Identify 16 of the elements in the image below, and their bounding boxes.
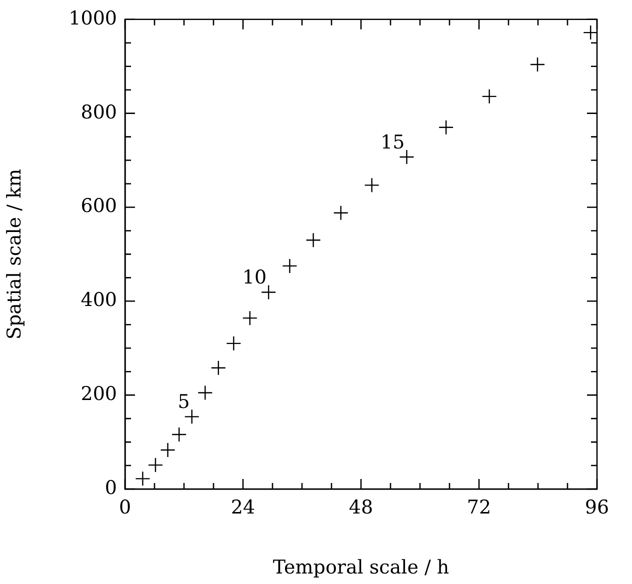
x-tick-label: 0 <box>118 496 132 518</box>
y-tick-label: 200 <box>80 383 117 406</box>
annotation: 10 <box>242 266 267 289</box>
y-tick-label: 0 <box>104 476 117 499</box>
x-tick-label: 96 <box>584 496 610 518</box>
y-tick-label: 1000 <box>68 7 117 30</box>
y-axis-title: Spatial scale / km <box>3 168 26 340</box>
annotation: 15 <box>380 131 405 154</box>
x-tick-label: 72 <box>466 496 492 518</box>
y-tick-label: 400 <box>80 289 117 312</box>
x-tick-label: 48 <box>348 496 374 518</box>
y-tick-label: 800 <box>80 101 117 124</box>
x-tick-label: 24 <box>230 496 256 518</box>
y-tick-label: 600 <box>80 195 117 218</box>
annotation: 5 <box>178 391 190 414</box>
x-axis-title: Temporal scale / h <box>272 556 450 579</box>
